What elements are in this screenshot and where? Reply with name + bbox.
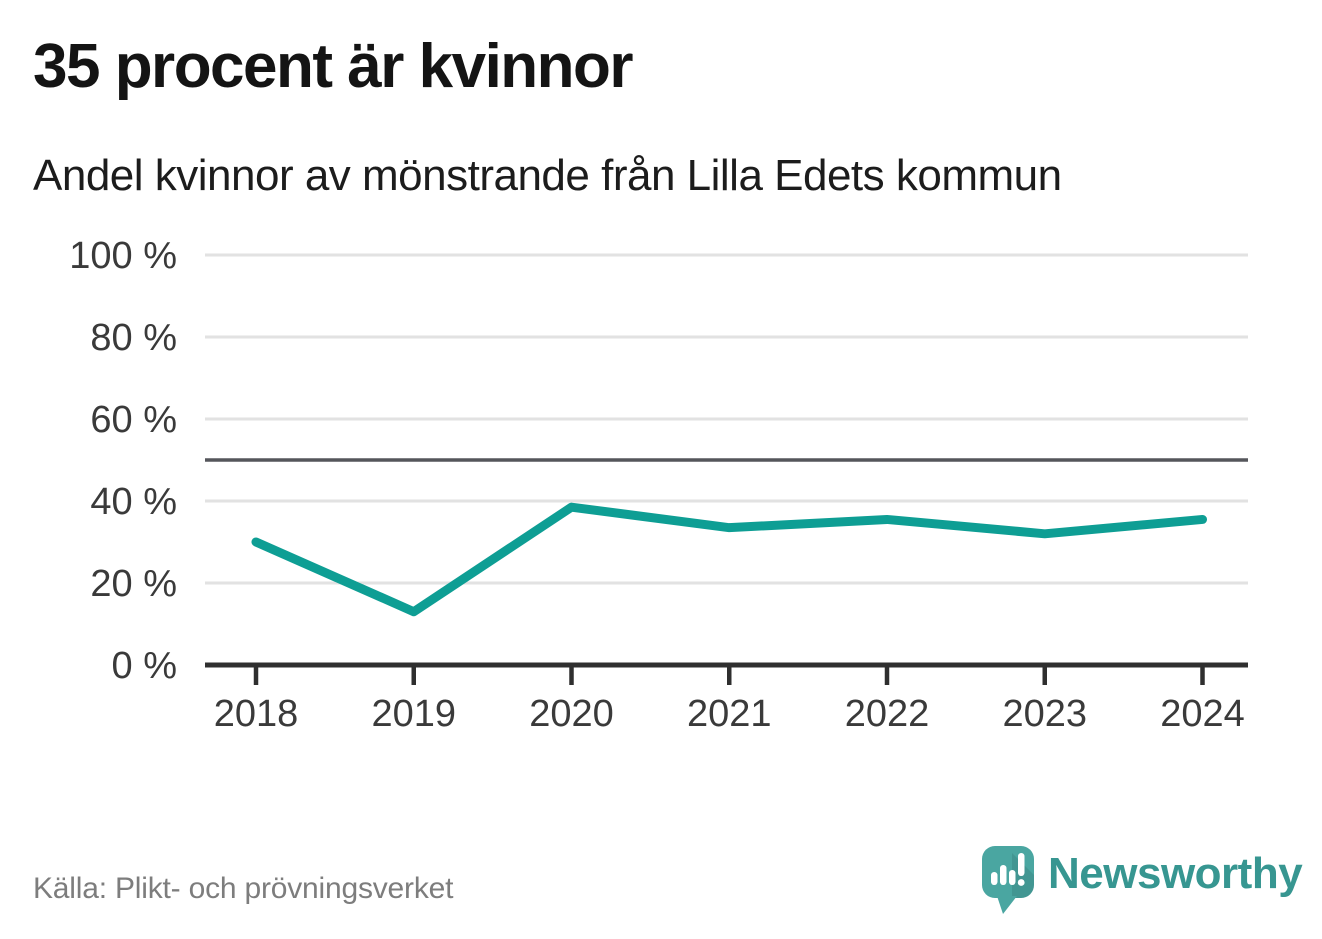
x-tick-label: 2018 (214, 693, 299, 735)
chart-subtitle: Andel kvinnor av mönstrande från Lilla E… (33, 151, 1062, 200)
speech-bubble-bar-chart-icon (982, 846, 1034, 914)
x-tick-label: 2021 (687, 693, 772, 735)
series-line (251, 502, 1207, 617)
x-tick-label: 2023 (1002, 693, 1087, 735)
x-tick-label: 2019 (371, 693, 456, 735)
newsworthy-logo: Newsworthy (982, 846, 1303, 926)
y-tick-label: 20 % (90, 563, 177, 605)
y-tick-label: 0 % (112, 645, 177, 687)
x-tick-label: 2022 (845, 693, 930, 735)
logo-wordmark: Newsworthy (1048, 849, 1303, 898)
y-tick-label: 40 % (90, 481, 177, 523)
page-title: 35 procent är kvinnor (33, 32, 634, 101)
y-tick-label: 80 % (90, 317, 177, 359)
line-chart: 100 % 80 % 60 % 40 % 20 % 0 % 2018 2019 2020 2021… (69, 235, 1248, 735)
source-note: Källa: Plikt- och prövningsverket (33, 872, 454, 905)
y-tick-label: 100 % (69, 235, 177, 277)
y-tick-label: 60 % (90, 399, 177, 441)
x-tick-label: 2020 (529, 693, 614, 735)
x-tick-label: 2024 (1160, 693, 1245, 735)
